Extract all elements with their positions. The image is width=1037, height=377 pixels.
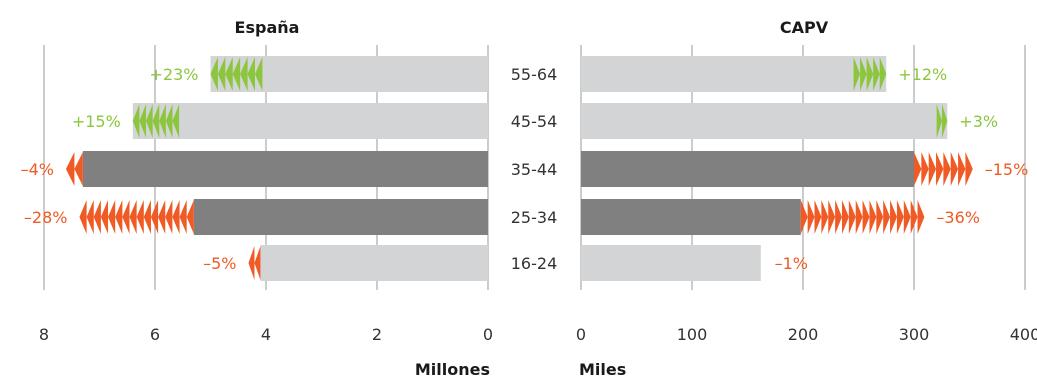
left-bar-16-24 (260, 245, 488, 281)
right-tick-label: 100 (677, 325, 708, 344)
right-change-label-25-34: –36% (936, 208, 980, 227)
left-unit-label: Millones (415, 360, 490, 377)
right-bar-55-64 (581, 56, 887, 92)
right-change-arrow-35-44 (914, 152, 973, 186)
right-bar-25-34 (581, 199, 801, 235)
left-change-label-55-64: +23% (150, 65, 199, 84)
right-change-label-45-54: +3% (959, 112, 998, 131)
left-change-arrow-55-64 (210, 57, 263, 91)
age-group-label: 55-64 (511, 65, 558, 84)
age-group-label: 25-34 (511, 208, 558, 227)
left-change-label-35-44: –4% (21, 160, 54, 179)
right-tick-label: 300 (899, 325, 930, 344)
right-change-arrow-25-34 (800, 200, 925, 234)
right-change-arrow-55-64 (853, 57, 887, 91)
left-change-label-25-34: –28% (24, 208, 68, 227)
right-change-label-55-64: +12% (898, 65, 947, 84)
left-change-arrow-45-54 (132, 104, 180, 138)
right-change-label-35-44: –15% (985, 160, 1029, 179)
label-layer: 8 6 4 2 0 0 100 200 300 400+23% 55-64 +12%+15% 45-54… (21, 65, 1037, 344)
right-bar-45-54 (581, 103, 948, 139)
left-change-arrow-25-34 (79, 200, 194, 234)
bar-layer (82, 56, 948, 281)
left-tick-label: 4 (261, 325, 271, 344)
age-group-label: 45-54 (511, 112, 558, 131)
right-change-arrow-45-54 (936, 104, 948, 138)
left-change-label-16-24: –5% (203, 254, 236, 273)
left-tick-label: 8 (39, 325, 49, 344)
right-tick-label: 0 (576, 325, 586, 344)
right-chart-title: CAPV (780, 18, 829, 37)
right-unit-label: Miles (579, 360, 626, 377)
left-change-arrow-35-44 (65, 152, 83, 186)
age-group-label: 35-44 (511, 160, 558, 179)
left-chart-title: España (235, 18, 300, 37)
right-change-label-16-24: –1% (775, 254, 808, 273)
right-tick-label: 200 (788, 325, 819, 344)
left-tick-label: 2 (372, 325, 382, 344)
left-tick-label: 0 (483, 325, 493, 344)
left-bar-25-34 (193, 199, 488, 235)
left-tick-label: 6 (150, 325, 160, 344)
right-tick-label: 400 (1010, 325, 1037, 344)
left-change-arrow-16-24 (248, 246, 261, 280)
age-group-label: 16-24 (511, 254, 558, 273)
right-bar-16-24 (581, 245, 761, 281)
left-bar-35-44 (82, 151, 488, 187)
right-bar-35-44 (581, 151, 914, 187)
arrow-layer (65, 57, 973, 280)
left-bar-45-54 (132, 103, 489, 139)
left-change-label-45-54: +15% (72, 112, 121, 131)
